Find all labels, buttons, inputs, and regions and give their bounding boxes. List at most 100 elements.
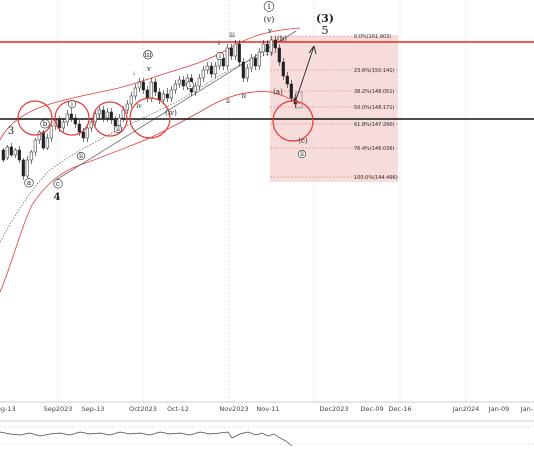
candle-bear xyxy=(141,81,145,91)
candle-bull xyxy=(233,43,237,57)
candle-bear xyxy=(21,159,25,177)
candle-bull xyxy=(261,43,265,53)
candle-bear xyxy=(81,131,85,139)
candle-bear xyxy=(101,109,105,119)
upper-channel-curve xyxy=(0,27,301,141)
wave-label-text: i xyxy=(219,53,221,60)
projection-arrow xyxy=(295,45,315,101)
fib-level-label: 76.4%(146.036) xyxy=(354,146,395,152)
wave-label-text: i xyxy=(268,2,271,11)
candle-bull xyxy=(33,139,37,153)
fib-level-label: 23.6%(150.141) xyxy=(354,68,395,74)
candle-bull xyxy=(29,151,33,161)
candle-bear xyxy=(113,119,117,127)
candle-bear xyxy=(1,149,5,161)
candle-bull xyxy=(173,83,177,91)
wave-label-i: i xyxy=(67,100,77,109)
candle-bull xyxy=(117,117,121,127)
wave-label-text: iv xyxy=(241,93,247,100)
wave-label-text: (a) xyxy=(273,88,283,96)
wave-label-iv: iv xyxy=(241,93,247,100)
candle-bear xyxy=(9,146,13,156)
wave-label-text: (b) xyxy=(277,35,287,43)
candle-bull xyxy=(257,51,261,67)
projection-arrowhead xyxy=(308,45,317,55)
candle-bear xyxy=(69,113,73,119)
projection-box xyxy=(295,91,303,109)
wave-label-text: i xyxy=(98,114,100,121)
date-tick-label: Sep-13 xyxy=(82,405,105,413)
candle-bull xyxy=(89,121,93,129)
wave-label-text: (iv) xyxy=(165,109,177,117)
candle-bull xyxy=(133,87,137,97)
wave-label-ring xyxy=(263,1,275,12)
circle-1 xyxy=(17,100,53,136)
wave-label-text: iii xyxy=(229,32,235,39)
wave-label-text: ii xyxy=(300,151,304,158)
candle-bull xyxy=(161,93,165,101)
wave-label-text: (3) xyxy=(316,12,334,25)
fib-level-label: 61.8%(147.290) xyxy=(354,122,395,128)
wave-label-text: v xyxy=(267,27,272,35)
wave-label-a: a xyxy=(24,178,34,188)
date-tick-label: Jan-1 xyxy=(520,405,534,413)
wave-label-ring xyxy=(24,178,34,188)
candle-bull xyxy=(213,65,217,75)
candle-bull xyxy=(45,137,49,149)
wave-label-text: ii xyxy=(116,126,120,133)
wave-label-text: 3 xyxy=(8,126,14,137)
date-tick-label: Jan-09 xyxy=(488,405,510,413)
wave-label-ring xyxy=(40,119,50,129)
trendline xyxy=(55,30,297,181)
wave-label-text: b xyxy=(43,120,48,128)
wave-label-ii: ii xyxy=(297,150,307,159)
candle-bull xyxy=(65,113,69,123)
wave-label-ring xyxy=(297,150,307,159)
date-tick-label: Aug-13 xyxy=(0,405,16,413)
circle-4 xyxy=(129,97,171,139)
date-tick-label: Oct-12 xyxy=(167,405,189,413)
candle-bear xyxy=(57,119,61,129)
candle-bear xyxy=(41,131,45,149)
candle-bull xyxy=(193,85,197,93)
wave-label-ii: ii xyxy=(113,125,123,134)
wave-label-major-3: 3 xyxy=(8,126,14,137)
candle-bull xyxy=(105,111,109,119)
date-tick-label: Nov-11 xyxy=(256,405,279,413)
date-tick-label: Jan2024 xyxy=(452,405,480,413)
candle-bull xyxy=(149,81,153,99)
candle-bull xyxy=(85,127,89,139)
wave-label-text: v xyxy=(146,65,151,73)
wave-label-paren-b: (b) xyxy=(277,35,287,43)
wave-label-ring xyxy=(76,152,86,161)
wave-label-i: i xyxy=(98,114,100,121)
candle-bull xyxy=(205,65,209,71)
date-tick-label: Dec2023 xyxy=(319,405,348,413)
candle-bear xyxy=(145,89,149,99)
candle-bull xyxy=(49,125,53,139)
candle-bull xyxy=(177,79,181,85)
candle-bull xyxy=(125,103,129,111)
candle-bull xyxy=(37,131,41,141)
candle-bull xyxy=(269,39,273,53)
wave-label-ii: ii xyxy=(76,152,86,161)
date-axis: Aug-13 Sep2023 Sep-13 Oct2023 Oct-12 Nov2023 N… xyxy=(0,405,534,413)
candle-bull xyxy=(245,67,249,79)
lower-channel-curve xyxy=(0,91,301,293)
candle-bear xyxy=(265,43,269,53)
circle-5 xyxy=(272,100,314,142)
wave-label-major-5: 5 xyxy=(322,24,329,37)
candle-bear xyxy=(157,91,161,101)
candle-bull xyxy=(129,95,133,105)
wave-label-ring xyxy=(53,179,63,189)
wave-label-text: ii xyxy=(79,153,83,160)
candle-bull xyxy=(5,146,9,159)
wave-label-c: c xyxy=(53,179,63,189)
wave-label-b: b xyxy=(40,119,50,129)
wave-labels: 34(3)5i(v)viiiviiiiviiiabc(a)(b)(c)(iv)i… xyxy=(8,1,334,203)
candle-bear xyxy=(277,47,281,63)
wave-label-text: i xyxy=(133,71,135,77)
chart-grid xyxy=(0,0,534,403)
wave-label-paren-c: (c) xyxy=(298,137,308,145)
